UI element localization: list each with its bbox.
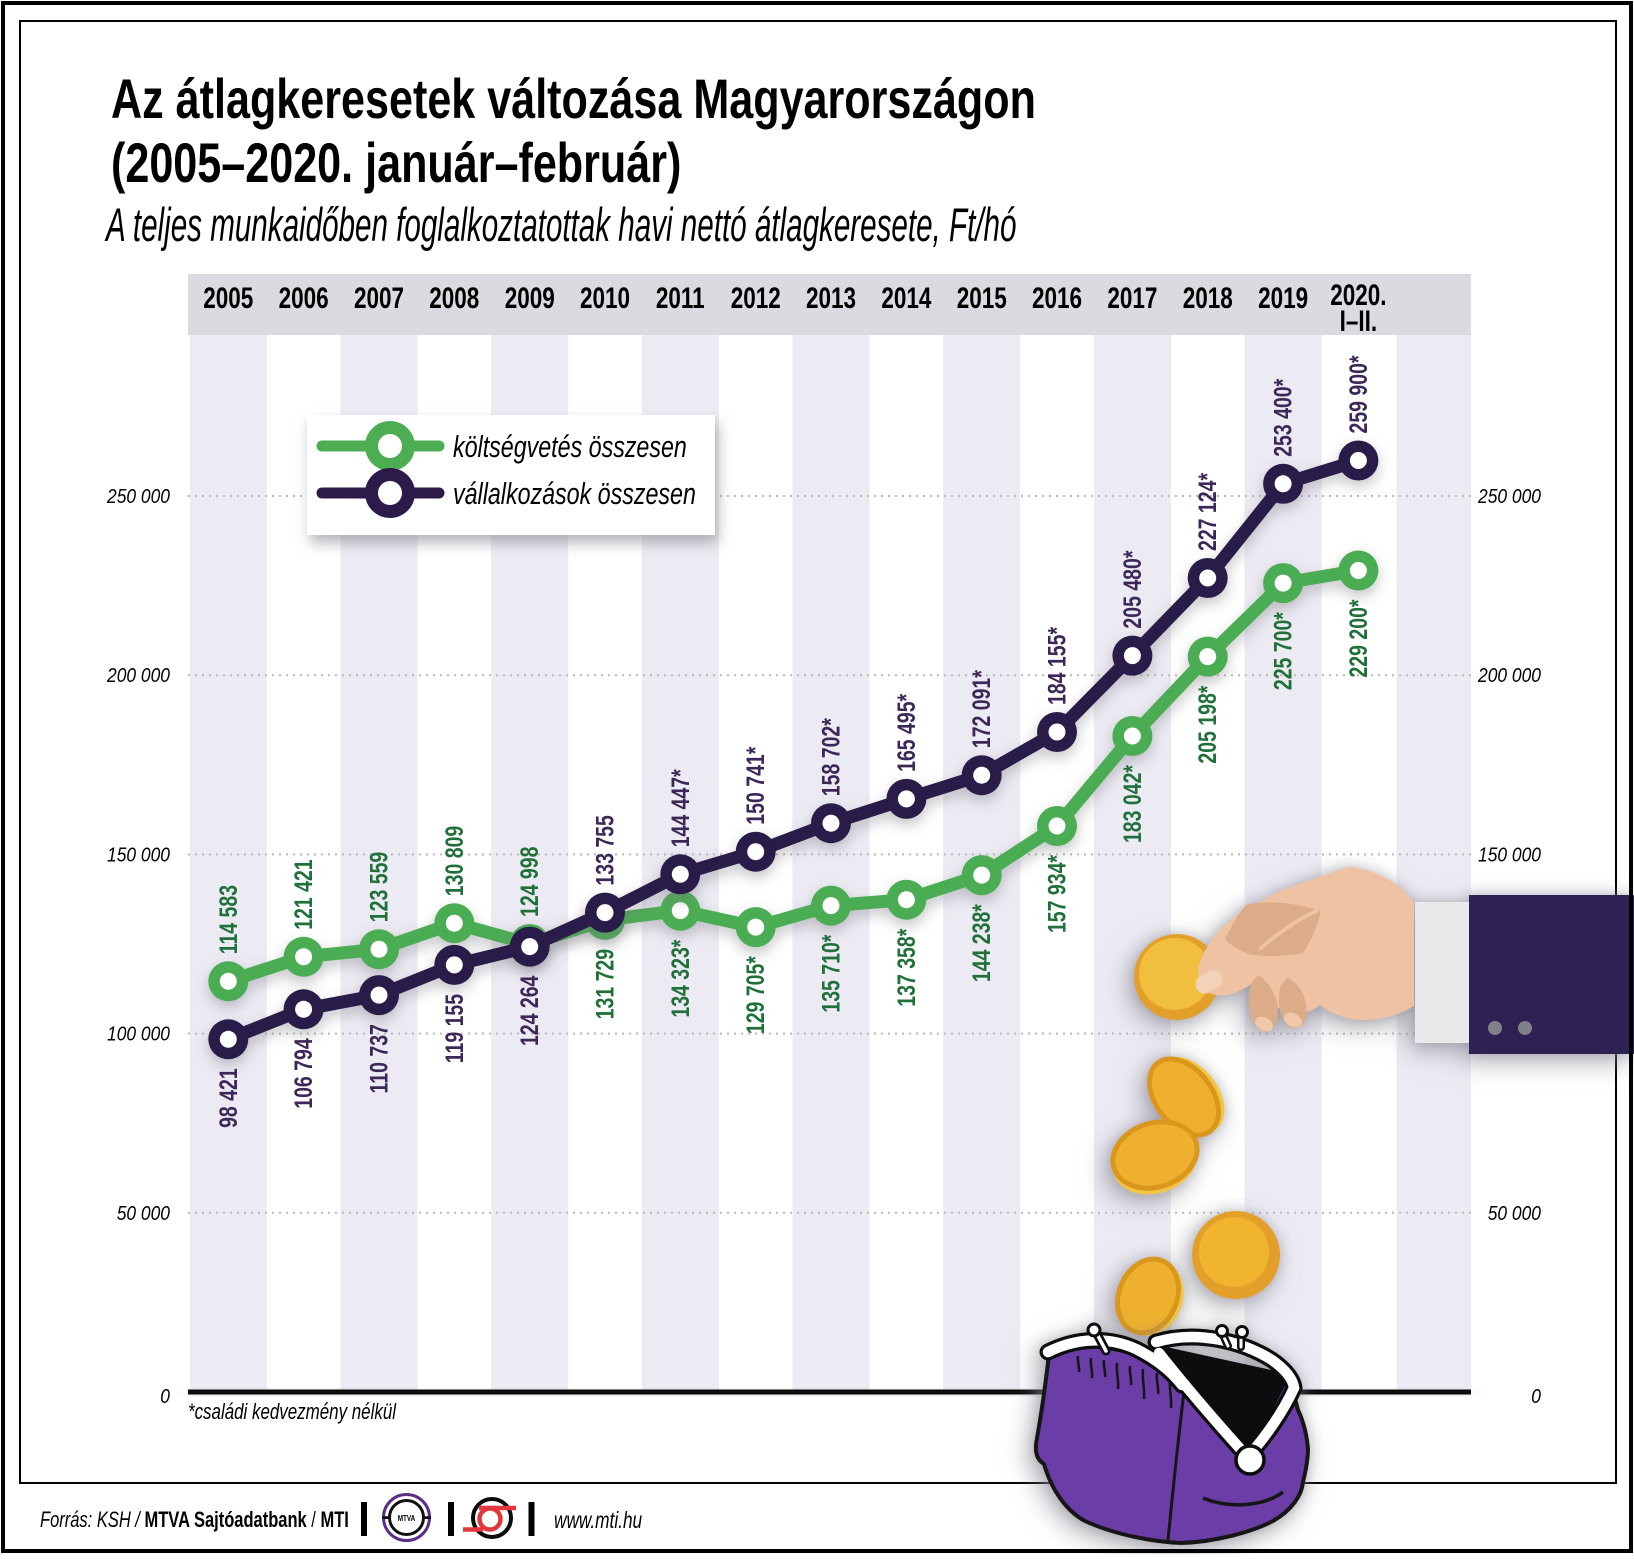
svg-text:0: 0 xyxy=(1531,1386,1541,1409)
svg-text:110 737: 110 737 xyxy=(365,1024,393,1093)
svg-text:2017: 2017 xyxy=(1107,281,1157,315)
svg-text:229 200*: 229 200* xyxy=(1345,599,1373,677)
svg-text:225 700*: 225 700* xyxy=(1269,612,1297,690)
svg-text:253 400*: 253 400* xyxy=(1269,379,1297,457)
svg-text:vállalkozások összesen: vállalkozások összesen xyxy=(453,476,696,511)
svg-text:184 155*: 184 155* xyxy=(1043,627,1071,705)
svg-text:2012: 2012 xyxy=(731,281,781,315)
svg-text:2018: 2018 xyxy=(1183,281,1233,315)
svg-text:I–II.: I–II. xyxy=(1340,304,1378,338)
svg-text:2006: 2006 xyxy=(279,281,329,315)
svg-text:A teljes munkaidőben foglalkoz: A teljes munkaidőben foglalkoztatottak h… xyxy=(104,199,1016,252)
svg-text:183 042*: 183 042* xyxy=(1119,765,1147,843)
svg-text:150 000: 150 000 xyxy=(1478,844,1541,867)
svg-text:MTVA: MTVA xyxy=(398,1513,416,1523)
svg-text:200 000: 200 000 xyxy=(106,665,170,688)
svg-text:2013: 2013 xyxy=(806,281,856,315)
svg-text:134 323*: 134 323* xyxy=(666,939,694,1017)
svg-text:165 495*: 165 495* xyxy=(893,694,921,772)
svg-text:2008: 2008 xyxy=(429,281,479,315)
svg-text:0: 0 xyxy=(160,1386,170,1409)
svg-text:(2005–2020. január–február): (2005–2020. január–február) xyxy=(111,132,681,195)
svg-text:2005: 2005 xyxy=(203,281,253,315)
svg-text:www.mti.hu: www.mti.hu xyxy=(554,1509,642,1534)
svg-text:106 794: 106 794 xyxy=(290,1038,318,1109)
svg-text:50 000: 50 000 xyxy=(1488,1203,1542,1226)
svg-text:2007: 2007 xyxy=(354,281,404,315)
svg-text:2011: 2011 xyxy=(656,281,705,315)
svg-text:150 741*: 150 741* xyxy=(742,746,770,824)
svg-text:költségvetés összesen: költségvetés összesen xyxy=(453,429,687,464)
svg-text:133 755: 133 755 xyxy=(591,815,619,885)
svg-text:200 000: 200 000 xyxy=(1477,665,1541,688)
svg-text:100 000: 100 000 xyxy=(107,1023,170,1046)
svg-text:205 480*: 205 480* xyxy=(1119,550,1147,628)
svg-text:227 124*: 227 124* xyxy=(1194,473,1222,551)
svg-text:144 447*: 144 447* xyxy=(666,769,694,847)
svg-text:121 421: 121 421 xyxy=(290,859,318,929)
svg-text:98 421: 98 421 xyxy=(214,1068,242,1128)
svg-text:124 264: 124 264 xyxy=(516,975,544,1046)
svg-text:205 198*: 205 198* xyxy=(1194,685,1222,763)
svg-text:131 729: 131 729 xyxy=(591,949,619,1019)
svg-text:129 705*: 129 705* xyxy=(742,956,770,1034)
svg-text:*családi kedvezmény nélkül: *családi kedvezmény nélkül xyxy=(188,1400,397,1425)
svg-text:137 358*: 137 358* xyxy=(893,928,921,1006)
svg-text:2016: 2016 xyxy=(1032,281,1082,315)
svg-text:Az átlagkeresetek változása Ma: Az átlagkeresetek változása Magyarország… xyxy=(111,68,1036,131)
svg-text:123 559: 123 559 xyxy=(365,852,393,922)
svg-text:250 000: 250 000 xyxy=(1477,486,1541,509)
svg-text:172 091*: 172 091* xyxy=(968,670,996,748)
svg-text:124 998: 124 998 xyxy=(516,847,544,917)
svg-text:2009: 2009 xyxy=(505,281,555,315)
svg-text:50 000: 50 000 xyxy=(117,1203,171,1226)
svg-text:2019: 2019 xyxy=(1258,281,1308,315)
svg-text:114 583: 114 583 xyxy=(214,885,242,954)
svg-text:158 702*: 158 702* xyxy=(817,718,845,796)
svg-text:2015: 2015 xyxy=(957,281,1007,315)
svg-text:157 934*: 157 934* xyxy=(1043,855,1071,933)
svg-text:2020.: 2020. xyxy=(1330,278,1386,312)
svg-text:144 238*: 144 238* xyxy=(968,904,996,982)
svg-text:259 900*: 259 900* xyxy=(1345,355,1373,433)
svg-text:2010: 2010 xyxy=(580,281,630,315)
svg-text:2014: 2014 xyxy=(881,281,931,315)
svg-text:150 000: 150 000 xyxy=(107,844,170,867)
svg-text:135 710*: 135 710* xyxy=(817,934,845,1012)
svg-text:130 809: 130 809 xyxy=(440,826,468,896)
svg-text:Forrás: KSH / MTVA Sajtóadatba: Forrás: KSH / MTVA Sajtóadatbank / MTI xyxy=(40,1508,349,1533)
svg-text:119 155: 119 155 xyxy=(440,994,468,1063)
svg-text:250 000: 250 000 xyxy=(106,486,170,509)
